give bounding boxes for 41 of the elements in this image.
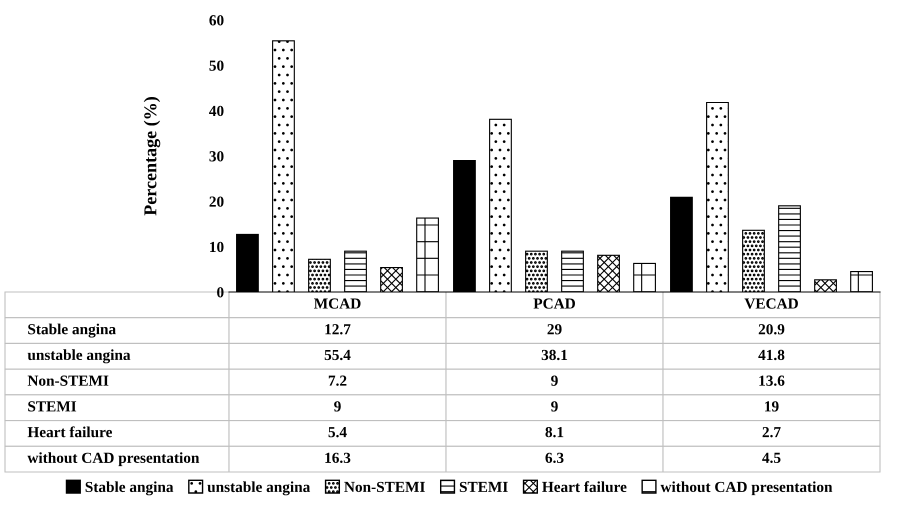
- data-label: 41.8: [758, 350, 784, 360]
- data-label: 4.5: [762, 452, 780, 464]
- legend-label: unstable angina: [207, 481, 310, 496]
- data-label: 16.3: [325, 452, 350, 464]
- data-label: 9: [334, 401, 341, 412]
- y-tick-label: 40: [209, 106, 224, 116]
- y-tick-label: 50: [209, 60, 224, 71]
- text: Stable angina: [28, 324, 116, 338]
- data-label: 9: [551, 376, 558, 386]
- data-label: 55.4: [324, 350, 351, 360]
- data-label: 29: [548, 324, 562, 334]
- data-label: 19: [765, 401, 779, 412]
- legend-label: Stable angina: [86, 481, 174, 496]
- data-label: 7.2: [328, 376, 346, 386]
- x-tick-label: VECAD: [744, 298, 798, 309]
- y-tick-label: 60: [209, 15, 224, 26]
- data-label: 20.9: [758, 324, 784, 334]
- data-label: 13.6: [759, 376, 784, 386]
- legend-label: without CAD presentation: [660, 481, 832, 496]
- data-label: 6.3: [545, 452, 564, 464]
- data-label: 9: [551, 401, 558, 412]
- y-tick-label: 0: [217, 287, 224, 298]
- data-label: 5.4: [328, 427, 347, 438]
- data-label: 8.1: [545, 426, 564, 438]
- y-tick-label: 10: [210, 242, 224, 252]
- text: Non-STEMI: [28, 376, 108, 386]
- y-axis-title: Percentage (%): [144, 97, 160, 216]
- x-tick-label: PCAD: [534, 298, 575, 309]
- y-tick-label: 20: [210, 196, 224, 207]
- data-label: 38.1: [542, 350, 568, 360]
- x-tick-label: MCAD: [314, 298, 361, 309]
- y-tick-label: 30: [209, 151, 224, 162]
- legend-label: Non-STEMI: [344, 482, 425, 492]
- text: unstable angina: [28, 349, 130, 364]
- data-label: 2.7: [762, 426, 781, 438]
- text: Heart failure: [28, 426, 112, 438]
- data-label: 12.7: [325, 324, 350, 334]
- legend-label: STEMI: [460, 482, 508, 492]
- text: STEMI: [28, 401, 76, 412]
- legend-label: Heart failure: [542, 481, 626, 492]
- text: without CAD presentation: [27, 452, 200, 466]
